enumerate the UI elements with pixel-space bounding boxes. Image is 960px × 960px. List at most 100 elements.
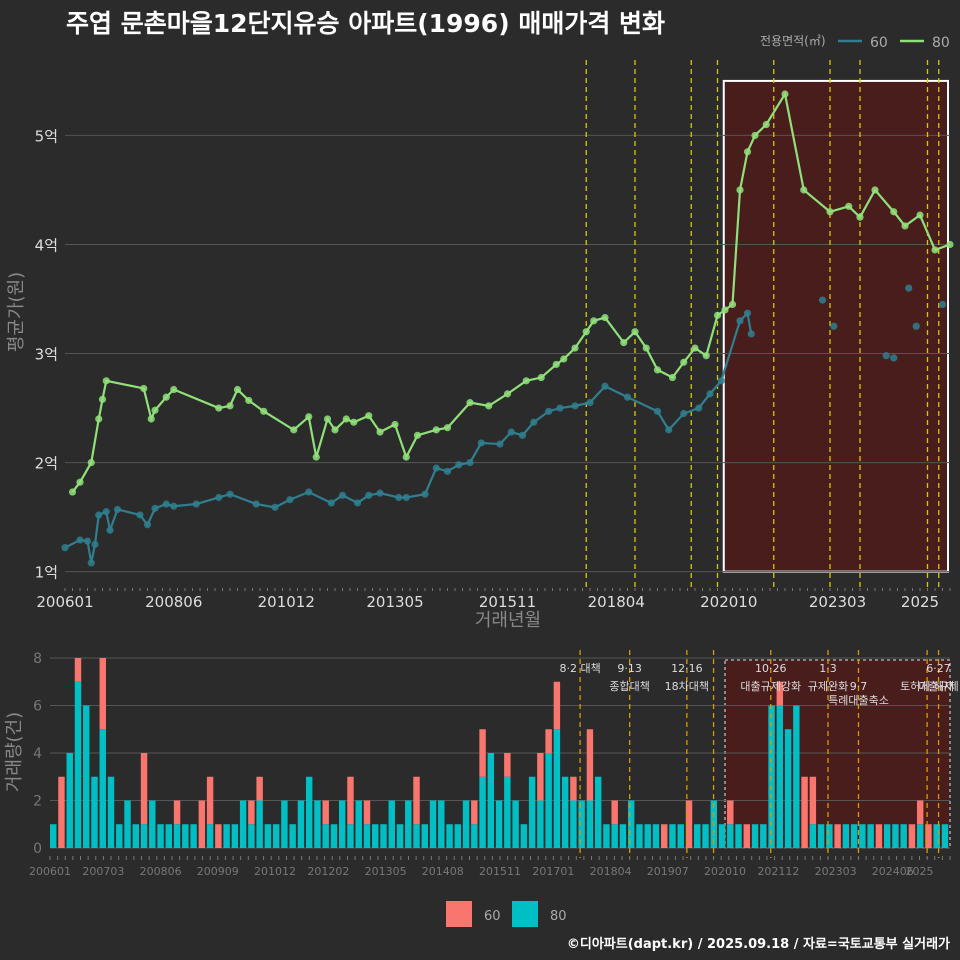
bar-60 — [471, 800, 478, 825]
data-point-80 — [233, 385, 242, 394]
y-tick-label: 3억 — [35, 346, 58, 364]
annotation-label: 18차대책 — [665, 680, 709, 693]
data-point-80 — [376, 428, 384, 436]
x-tick-label-bottom: 200806 — [140, 865, 182, 878]
x-tick-label-bottom: 201511 — [479, 865, 521, 878]
data-point-60 — [113, 505, 122, 514]
bar-80 — [116, 824, 123, 848]
bar-80 — [297, 800, 305, 848]
x-tick-label: 200601 — [36, 593, 93, 611]
bar-60 — [215, 824, 222, 848]
data-point-80 — [147, 415, 155, 423]
bar-80 — [99, 729, 106, 848]
annotation-label: 8·2 대책 — [559, 662, 600, 675]
data-point-80 — [743, 148, 752, 156]
x-tick-label: 201804 — [588, 593, 645, 611]
bar-80 — [751, 824, 759, 848]
x-tick-label-bottom: 2025 — [905, 865, 933, 878]
bar-80 — [768, 705, 775, 848]
annotation-label: 규제완화 — [808, 680, 848, 693]
bar-80 — [561, 776, 569, 848]
data-point-60 — [286, 496, 294, 504]
data-point-80 — [87, 458, 95, 467]
bar-80 — [91, 776, 98, 848]
bar-80 — [206, 824, 214, 848]
data-point-80 — [691, 344, 699, 352]
data-point-60 — [706, 390, 714, 398]
data-point-60 — [151, 504, 159, 512]
bar-80 — [586, 800, 594, 848]
y-tick-label-bottom: 8 — [33, 651, 42, 667]
bar-60 — [801, 776, 808, 848]
data-point-80 — [856, 213, 864, 221]
data-point-60 — [143, 521, 152, 529]
data-point-80 — [503, 390, 512, 398]
bar-80 — [578, 800, 585, 848]
data-point-60 — [102, 508, 110, 516]
bar-80 — [248, 824, 255, 848]
bar-80 — [644, 824, 651, 848]
bar-80 — [760, 824, 767, 848]
data-point-60 — [717, 377, 725, 385]
x-tick-label-bottom: 200601 — [29, 865, 71, 878]
data-point-60 — [305, 488, 313, 496]
bar-80 — [859, 824, 866, 848]
annotation-label: 9·7 — [850, 680, 868, 693]
bar-80 — [347, 824, 354, 848]
y-tick-label-bottom: 4 — [33, 746, 42, 762]
bar-80 — [570, 800, 577, 848]
data-point-80 — [571, 344, 579, 352]
bar-60 — [363, 800, 371, 825]
data-point-80 — [590, 317, 598, 325]
bar-80 — [545, 753, 552, 848]
data-point-60 — [395, 493, 403, 502]
data-point-80 — [552, 360, 560, 369]
bar-80 — [867, 824, 874, 848]
data-point-60 — [402, 493, 410, 502]
bar-80 — [850, 824, 858, 848]
legend-bottom-swatch-60 — [446, 901, 472, 927]
bar-80 — [50, 824, 57, 848]
data-point-60 — [818, 296, 827, 304]
bar-80 — [784, 729, 792, 848]
data-point-80 — [76, 478, 84, 486]
bar-60 — [347, 776, 354, 825]
x-tick-label-bottom: 202112 — [757, 865, 799, 878]
data-point-60 — [545, 407, 553, 415]
data-point-80 — [642, 344, 650, 352]
data-point-80 — [350, 418, 358, 426]
bar-80 — [471, 824, 478, 848]
data-point-60 — [905, 284, 913, 292]
data-point-60 — [882, 352, 890, 360]
bar-60 — [661, 824, 668, 848]
data-point-60 — [327, 499, 335, 507]
data-point-80 — [443, 424, 452, 432]
bar-60 — [545, 729, 552, 753]
bar-60 — [553, 681, 561, 730]
bar-60 — [875, 824, 883, 848]
annotation-label: 10·26 — [755, 662, 787, 675]
bar-60 — [776, 681, 784, 706]
data-point-60 — [136, 511, 144, 519]
data-point-60 — [95, 511, 103, 519]
bar-80 — [157, 824, 164, 848]
data-point-80 — [432, 426, 440, 434]
data-point-60 — [162, 500, 170, 508]
bar-80 — [281, 800, 288, 848]
legend-bottom-swatch-80 — [512, 901, 538, 927]
bar-80 — [553, 729, 561, 848]
bar-80 — [256, 800, 263, 848]
bar-80 — [124, 800, 131, 848]
bar-60 — [834, 824, 841, 848]
bar-80 — [264, 824, 272, 848]
x-tick-label-bottom: 201012 — [254, 865, 296, 878]
data-point-60 — [421, 490, 429, 498]
data-point-80 — [845, 202, 853, 210]
data-point-60 — [477, 439, 485, 447]
bar-80 — [462, 800, 470, 848]
bar-60 — [173, 800, 181, 825]
data-point-60 — [518, 431, 527, 439]
x-tick-label: 2025 — [901, 593, 939, 611]
bar-60 — [256, 776, 263, 801]
x-tick-label: 202010 — [700, 593, 757, 611]
